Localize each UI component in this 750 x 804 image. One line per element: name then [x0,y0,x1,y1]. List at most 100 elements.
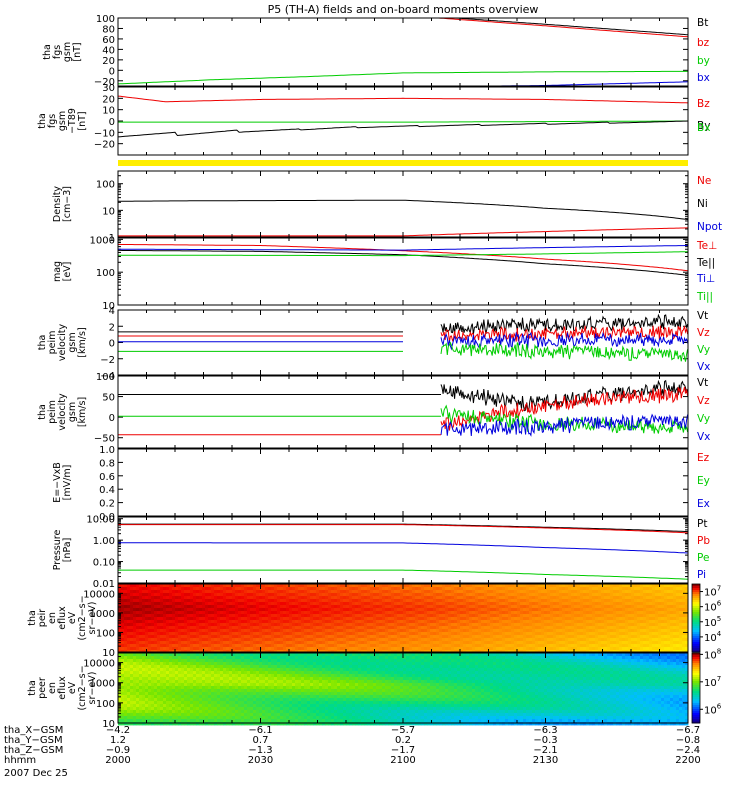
spectrogram-cell [400,617,403,620]
spectrogram-cell [340,644,343,647]
spectrogram-cell [238,605,241,608]
spectrogram-cell [376,626,379,629]
spectrogram-cell [613,593,616,596]
spectrogram-cell [172,623,175,626]
spectrogram-cell [157,593,160,596]
spectrogram-cell [142,629,145,632]
spectrogram-cell [136,617,139,620]
spectrogram-cell [403,632,406,635]
spectrogram-cell [205,635,208,638]
spectrogram-cell [412,587,415,590]
spectrogram-cell [484,614,487,617]
spectrogram-cell [256,605,259,608]
spectrogram-cell [331,623,334,626]
spectrogram-cell [481,638,484,641]
spectrogram-cell [121,596,124,599]
spectrogram-cell [427,629,430,632]
spectrogram-cell [262,638,265,641]
spectrogram-cell [268,617,271,620]
spectrogram-cell [667,626,670,629]
spectrogram-cell [121,647,124,650]
spectrogram-cell [154,596,157,599]
spectrogram-cell [547,614,550,617]
spectrogram-cell [421,596,424,599]
spectrogram-cell [433,632,436,635]
spectrogram-cell [409,611,412,614]
spectrogram-cell [433,620,436,623]
spectrogram-cell [379,593,382,596]
spectrogram-cell [364,635,367,638]
spectrogram-cell [196,602,199,605]
spectrogram-cell [622,599,625,602]
spectrogram-cell [340,620,343,623]
spectrogram-cell [613,620,616,623]
spectrogram-cell [295,644,298,647]
spectrogram-cell [676,602,679,605]
spectrogram-cell [220,644,223,647]
spectrogram-cell [310,626,313,629]
spectrogram-cell [124,644,127,647]
spectrogram-cell [376,596,379,599]
spectrogram-cell [628,620,631,623]
spectrogram-cell [466,623,469,626]
spectrogram-cell [217,623,220,626]
spectrogram-cell [580,614,583,617]
spectrogram-cell [496,644,499,647]
spectrogram-cell [499,596,502,599]
spectrogram-cell [526,635,529,638]
spectrogram-cell [547,605,550,608]
spectrogram-cell [577,590,580,593]
spectrogram-cell [400,614,403,617]
spectrogram-cell [271,644,274,647]
spectrogram-cell [517,632,520,635]
spectrogram-cell [208,590,211,593]
spectrogram-cell [487,635,490,638]
spectrogram-cell [409,635,412,638]
spectrogram-cell [337,611,340,614]
spectrogram-cell [271,617,274,620]
spectrogram-cell [319,614,322,617]
spectrogram-cell [382,623,385,626]
spectrogram-cell [205,632,208,635]
peim_velocity_2-legend-1: Vz [697,395,710,407]
spectrogram-cell [196,644,199,647]
spectrogram-cell [187,599,190,602]
spectrogram-cell [289,611,292,614]
spectrogram-cell [571,620,574,623]
spectrogram-cell [145,620,148,623]
spectrogram-cell [337,590,340,593]
spectrogram-cell [190,641,193,644]
spectrogram-cell [394,611,397,614]
spectrogram-cell [259,593,262,596]
spectrogram-cell [211,620,214,623]
spectrogram-cell [382,584,385,587]
spectrogram-cell [262,617,265,620]
spectrogram-cell [583,626,586,629]
spectrogram-cell [514,620,517,623]
spectrogram-cell [307,647,310,650]
spectrogram-cell [226,626,229,629]
spectrogram-cell [490,596,493,599]
spectrogram-cell [232,629,235,632]
spectrogram-cell [448,599,451,602]
spectrogram-cell [640,593,643,596]
spectrogram-cell [664,584,667,587]
spectrogram-cell [550,644,553,647]
spectrogram-cell [328,596,331,599]
spectrogram-cell [559,593,562,596]
spectrogram-cell [673,584,676,587]
spectrogram-cell [376,632,379,635]
spectrogram-cell [280,629,283,632]
spectrogram-cell [490,623,493,626]
spectrogram-cell [442,626,445,629]
spectrogram-cell [628,602,631,605]
spectrogram-cell [601,593,604,596]
spectrogram-cell [562,632,565,635]
spectrogram-cell [382,635,385,638]
spectrogram-cell [616,632,619,635]
spectrogram-cell [520,587,523,590]
spectrogram-cell [400,602,403,605]
spectrogram-cell [382,629,385,632]
spectrogram-cell [160,635,163,638]
spectrogram-cell [610,623,613,626]
